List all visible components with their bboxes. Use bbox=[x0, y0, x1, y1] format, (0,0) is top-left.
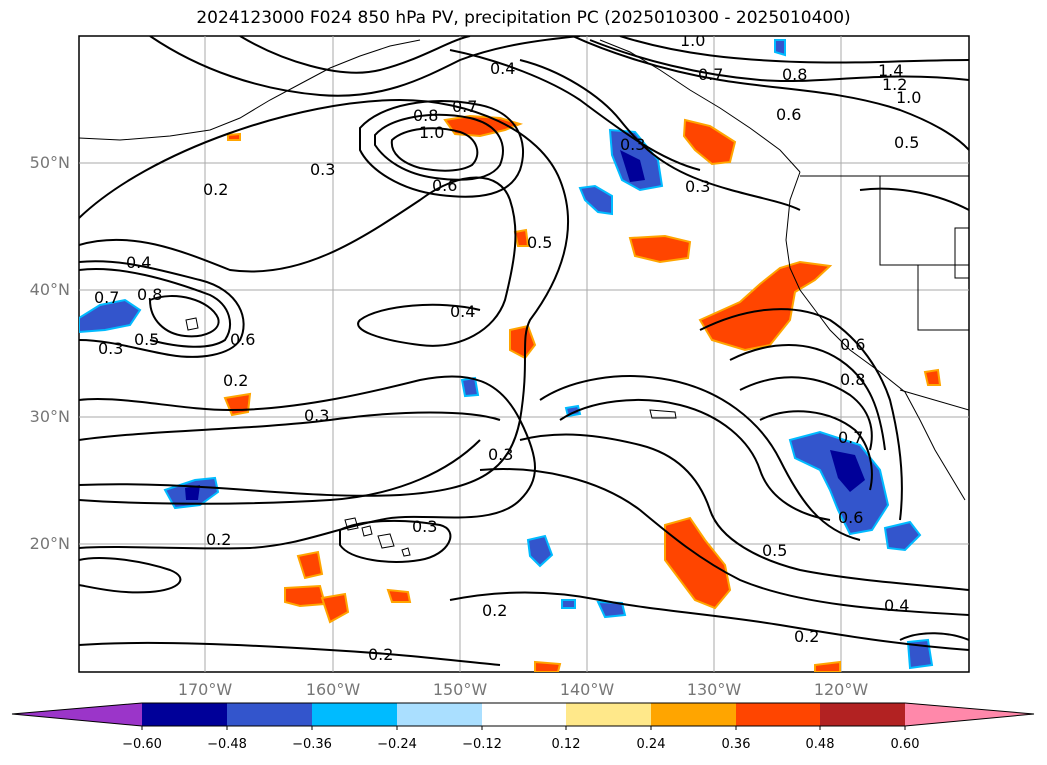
contour-label: 0.6 bbox=[432, 176, 457, 195]
contour-label: 0.3 bbox=[412, 517, 437, 536]
colorbar-tick-label: 0.12 bbox=[551, 737, 581, 752]
colorbar-segment bbox=[142, 703, 227, 726]
contour-label: 0.2 bbox=[794, 627, 819, 646]
contour-labels: 1.0 0.7 0.8 1.4 1.2 1.0 0.4 0.7 0.8 1.0 … bbox=[94, 31, 921, 664]
colorbar-tick-label: −0.60 bbox=[122, 737, 162, 752]
colorbar-segment bbox=[482, 703, 566, 726]
contour-label: 0.3 bbox=[620, 135, 645, 154]
contour-label: 0.3 bbox=[304, 406, 329, 425]
colorbar-tick-label: 0.48 bbox=[805, 737, 835, 752]
contour-label: 0.8 bbox=[782, 65, 807, 84]
islands bbox=[185, 317, 677, 557]
contour-label: 0.2 bbox=[223, 371, 248, 390]
colorbar-segment bbox=[820, 703, 905, 726]
contour-label: 0.7 bbox=[698, 65, 723, 84]
contour-label: 0.2 bbox=[482, 601, 507, 620]
colorbar-segment bbox=[312, 703, 397, 726]
contour-label: 0.7 bbox=[94, 288, 119, 307]
contour-label: 0.5 bbox=[134, 330, 159, 349]
contour-label: 0.4 bbox=[126, 253, 151, 272]
contour-label: 0.7 bbox=[838, 428, 863, 447]
pv-contours bbox=[79, 36, 969, 666]
contour-label: 1.2 bbox=[882, 75, 907, 94]
colorbar-tick-label: −0.12 bbox=[462, 737, 502, 752]
map-title: 2024123000 F024 850 hPa PV, precipitatio… bbox=[196, 8, 851, 28]
contour-label: 0.2 bbox=[203, 180, 228, 199]
colorbar-tick-label: −0.48 bbox=[207, 737, 247, 752]
lon-label: 130°W bbox=[686, 680, 742, 699]
contour-label: 0.5 bbox=[762, 541, 787, 560]
contour-label: 0.5 bbox=[527, 233, 552, 252]
colorbar-tick-label: 0.24 bbox=[636, 737, 666, 752]
lat-label: 50°N bbox=[29, 153, 70, 172]
contour-label: 0.3 bbox=[685, 177, 710, 196]
colorbar-tick-label: 0.60 bbox=[890, 737, 920, 752]
lat-label: 20°N bbox=[29, 534, 70, 553]
contour-label: 0.3 bbox=[488, 445, 513, 464]
contour-label: 0.7 bbox=[452, 97, 477, 116]
contour-label: 0.3 bbox=[310, 160, 335, 179]
contour-label: 0.6 bbox=[776, 105, 801, 124]
contour-label: 0.8 bbox=[840, 370, 865, 389]
contour-label: 1.0 bbox=[419, 123, 444, 142]
contour-label: 0.4 bbox=[450, 302, 475, 321]
lon-label: 170°W bbox=[177, 680, 233, 699]
colorbar-segment bbox=[397, 703, 482, 726]
colorbar-segment bbox=[651, 703, 736, 726]
lon-label: 120°W bbox=[813, 680, 869, 699]
colorbar-segment bbox=[736, 703, 820, 726]
contour-label: 0.6 bbox=[838, 508, 863, 527]
colorbar-segment bbox=[227, 703, 312, 726]
contour-label: 0.4 bbox=[884, 596, 909, 615]
contour-label: 0.8 bbox=[413, 106, 438, 125]
lon-label: 140°W bbox=[559, 680, 615, 699]
contour-label: 0.6 bbox=[840, 335, 865, 354]
contour-label: 0.6 bbox=[230, 330, 255, 349]
lon-label: 160°W bbox=[305, 680, 361, 699]
contour-label: 0.3 bbox=[98, 339, 123, 358]
lon-label: 150°W bbox=[432, 680, 488, 699]
contour-label: 1.0 bbox=[896, 88, 921, 107]
precipitation-negative bbox=[79, 39, 934, 670]
contour-label: 0.8 bbox=[137, 285, 162, 304]
colorbar-tick-label: −0.36 bbox=[292, 737, 332, 752]
colorbar-high-extension bbox=[905, 703, 1034, 726]
contour-label: 0.2 bbox=[368, 645, 393, 664]
contour-label: 0.2 bbox=[206, 530, 231, 549]
coastlines bbox=[79, 39, 969, 501]
colorbar-segment bbox=[566, 703, 651, 726]
lat-label: 40°N bbox=[29, 280, 70, 299]
contour-label: 0.5 bbox=[894, 133, 919, 152]
colorbar-tick-label: 0.36 bbox=[721, 737, 751, 752]
contour-label: 1.4 bbox=[878, 61, 903, 80]
colorbar bbox=[11, 702, 1035, 730]
contour-label: 1.0 bbox=[680, 31, 705, 50]
colorbar-low-extension bbox=[12, 703, 142, 726]
contour-label: 0.4 bbox=[490, 59, 515, 78]
lat-label: 30°N bbox=[29, 407, 70, 426]
colorbar-tick-label: −0.24 bbox=[377, 737, 417, 752]
